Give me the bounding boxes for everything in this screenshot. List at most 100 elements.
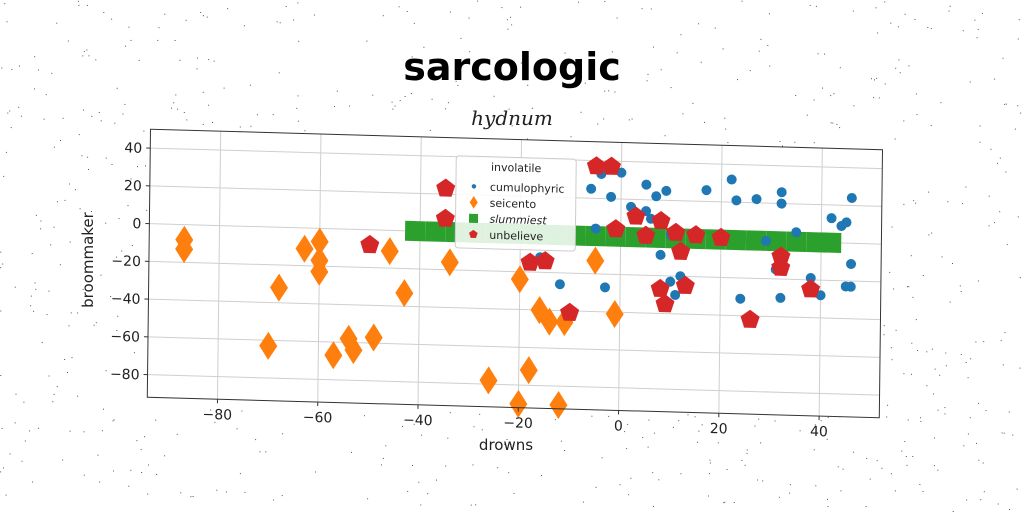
- noise-dot: [1000, 340, 1002, 342]
- noise-dot: [0, 310, 2, 312]
- noise-dot: [227, 8, 229, 10]
- noise-dot: [128, 485, 130, 487]
- noise-dot: [680, 34, 682, 36]
- noise-dot: [653, 505, 654, 507]
- noise-dot: [1019, 277, 1021, 279]
- slummiest-point: [821, 232, 842, 253]
- noise-dot: [881, 467, 883, 469]
- noise-dot: [813, 142, 815, 144]
- noise-dot: [399, 100, 401, 102]
- noise-dot: [68, 325, 70, 327]
- noise-dot: [650, 8, 652, 10]
- noise-dot: [216, 489, 218, 491]
- noise-dot: [445, 108, 447, 110]
- noise-dot: [391, 101, 393, 103]
- unbelieve-point: [650, 278, 670, 298]
- noise-dot: [966, 499, 968, 501]
- noise-dot: [157, 39, 159, 41]
- noise-dot: [789, 492, 791, 494]
- noise-dot: [115, 256, 117, 258]
- noise-dot: [724, 501, 726, 503]
- noise-dot: [297, 2, 299, 4]
- noise-dot: [412, 75, 414, 77]
- noise-dot: [927, 27, 929, 28]
- noise-dot: [297, 120, 299, 122]
- noise-dot: [197, 57, 198, 59]
- unbelieve-point: [601, 156, 622, 175]
- unbelieve-point: [651, 210, 671, 230]
- noise-dot: [103, 408, 104, 410]
- noise-dot: [722, 48, 724, 50]
- noise-dot: [508, 472, 510, 474]
- noise-dot: [410, 93, 412, 95]
- noise-dot: [883, 325, 885, 327]
- y-tick-label: 40: [124, 140, 142, 156]
- noise-dot: [614, 91, 616, 93]
- noise-dot: [903, 203, 905, 205]
- noise-dot: [926, 351, 928, 353]
- noise-dot: [758, 50, 760, 52]
- noise-dot: [125, 262, 127, 264]
- seicento-point: [295, 234, 314, 263]
- cumulophyric-point: [731, 195, 742, 206]
- noise-dot: [949, 5, 951, 7]
- noise-dot: [37, 427, 39, 429]
- unbelieve-point: [771, 257, 791, 277]
- noise-dot: [364, 415, 365, 417]
- noise-dot: [449, 11, 451, 13]
- noise-dot: [5, 151, 7, 153]
- noise-dot: [652, 472, 654, 474]
- noise-dot: [144, 436, 146, 438]
- noise-dot: [208, 59, 210, 61]
- noise-dot: [724, 117, 726, 119]
- noise-dot: [35, 288, 37, 290]
- seicento-point: [586, 246, 605, 275]
- x-tick-label: −80: [202, 407, 232, 424]
- noise-dot: [225, 491, 227, 493]
- noise-dot: [200, 12, 202, 13]
- noise-dot: [1017, 38, 1019, 40]
- noise-dot: [82, 288, 84, 290]
- noise-dot: [45, 94, 47, 96]
- cumulophyric-point: [775, 292, 786, 303]
- noise-dot: [911, 373, 912, 375]
- noise-dot: [937, 409, 939, 411]
- noise-dot: [931, 232, 933, 234]
- noise-dot: [889, 271, 891, 273]
- noise-dot: [931, 348, 933, 350]
- noise-dot: [493, 95, 495, 97]
- cumulophyric-point: [846, 259, 857, 270]
- noise-dot: [239, 126, 241, 128]
- noise-dot: [701, 424, 703, 426]
- noise-dot: [911, 342, 913, 344]
- noise-dot: [70, 312, 72, 314]
- noise-dot: [842, 468, 844, 470]
- noise-dot: [907, 419, 909, 421]
- noise-dot: [105, 222, 107, 224]
- noise-dot: [945, 352, 947, 354]
- noise-dot: [597, 123, 599, 125]
- noise-dot: [794, 141, 796, 143]
- noise-dot: [974, 19, 976, 21]
- x-gridline: [818, 148, 823, 417]
- cumulophyric-point: [776, 187, 787, 198]
- noise-dot: [708, 473, 710, 475]
- noise-dot: [627, 423, 629, 425]
- noise-dot: [760, 38, 762, 40]
- noise-dot: [114, 122, 116, 124]
- unbelieve-point: [671, 241, 691, 261]
- noise-dot: [646, 80, 648, 82]
- noise-dot: [4, 3, 6, 5]
- noise-dot: [3, 467, 4, 469]
- noise-dot: [826, 438, 828, 440]
- noise-dot: [969, 417, 971, 419]
- noise-dot: [990, 148, 992, 150]
- slummiest-point: [765, 230, 787, 252]
- cumulophyric-point: [606, 191, 617, 202]
- cumulophyric-point: [841, 217, 852, 228]
- noise-dot: [186, 119, 188, 121]
- noise-dot: [813, 449, 815, 451]
- noise-dot: [865, 506, 867, 507]
- plot-frame: [146, 128, 884, 419]
- x-tick-label: −20: [503, 415, 533, 432]
